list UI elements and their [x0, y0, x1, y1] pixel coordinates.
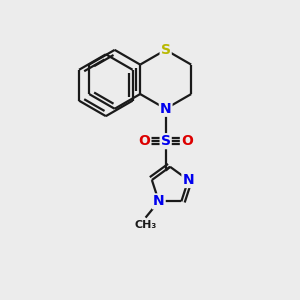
Text: N: N — [182, 173, 194, 187]
Text: S: S — [161, 43, 171, 57]
Text: N: N — [160, 102, 172, 116]
Text: CH₃: CH₃ — [134, 220, 157, 230]
Text: O: O — [139, 134, 150, 148]
Text: O: O — [181, 134, 193, 148]
Text: S: S — [161, 134, 171, 148]
Text: N: N — [153, 194, 165, 208]
